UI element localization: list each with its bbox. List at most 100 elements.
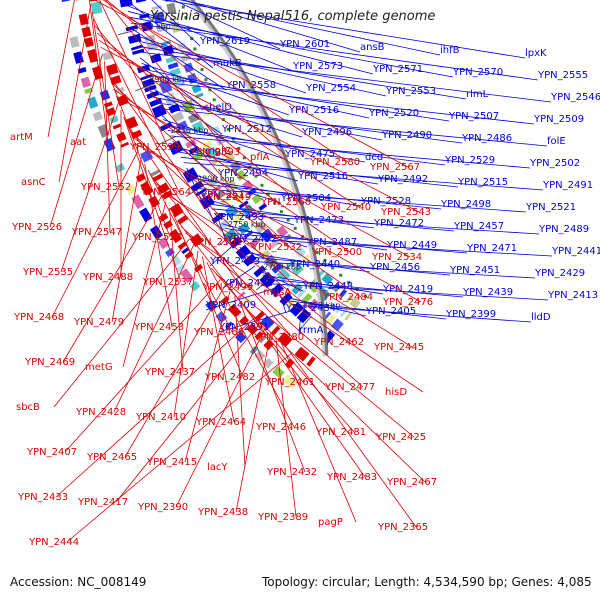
gene-block bbox=[87, 96, 99, 109]
reverse-gene-label: YPN_2433 bbox=[17, 492, 68, 503]
reverse-gene-label: metG bbox=[85, 362, 113, 373]
scale-tick-label: 2850 kbp bbox=[171, 126, 209, 135]
gene-block bbox=[216, 219, 231, 232]
reverse-gene-label: YPN_2500 bbox=[311, 247, 362, 258]
reverse-label-leader bbox=[124, 284, 226, 458]
gene-block bbox=[271, 262, 283, 274]
reverse-label-leader bbox=[115, 95, 411, 258]
reverse-label-leader bbox=[147, 169, 233, 333]
reverse-gene-label: YPN_2467 bbox=[386, 477, 437, 488]
gene-block bbox=[78, 13, 89, 26]
gene-block bbox=[307, 298, 321, 312]
reverse-gene-label: YPN_2407 bbox=[26, 447, 77, 458]
reverse-gene-label: YPN_2483 bbox=[326, 472, 377, 483]
scale-tick-mark bbox=[135, 83, 155, 92]
reverse-gene-label: YPN_2466 bbox=[193, 327, 244, 338]
reverse-label-leader bbox=[173, 214, 244, 378]
forward-label-leader bbox=[151, 0, 201, 47]
forward-label-leader bbox=[158, 108, 548, 147]
forward-gene-label: YPN_2471 bbox=[466, 243, 517, 254]
reverse-gene-label: YPN_2469 bbox=[24, 357, 75, 368]
forward-label-leader bbox=[149, 85, 223, 135]
reverse-label-leader bbox=[169, 208, 184, 373]
reverse-gene-label: sbcB bbox=[16, 402, 40, 413]
reverse-gene-label: YPN_2425 bbox=[375, 432, 426, 443]
forward-gene-label: YPN_2456 bbox=[369, 262, 420, 273]
forward-gene-label: YPN_2429 bbox=[534, 268, 585, 279]
reverse-label-leader bbox=[94, 25, 240, 198]
gene-block bbox=[251, 193, 263, 205]
gene-block bbox=[132, 48, 145, 56]
forward-gene-label: YPN_2494 bbox=[217, 168, 268, 179]
gene-block bbox=[156, 24, 168, 33]
reverse-label-leader bbox=[244, 306, 366, 478]
reverse-label-leader bbox=[249, 312, 426, 483]
forward-gene-label: YPN_2475 bbox=[284, 149, 335, 160]
forward-label-leader bbox=[228, 232, 468, 254]
forward-gene-label: lldD bbox=[531, 312, 551, 323]
forward-label-leader bbox=[247, 256, 451, 276]
gene-block bbox=[214, 133, 226, 146]
reverse-label-leader bbox=[93, 0, 409, 168]
gene-block bbox=[189, 281, 201, 292]
forward-gene-label: dcd bbox=[365, 152, 383, 163]
gene-block bbox=[322, 311, 332, 321]
ring-dot bbox=[266, 192, 270, 196]
gene-block bbox=[109, 115, 119, 124]
forward-gene-label: YPN_2423 bbox=[222, 278, 273, 289]
gene-block bbox=[131, 194, 145, 210]
reverse-gene-label: YPN_2465 bbox=[86, 452, 137, 463]
forward-label-leader bbox=[266, 279, 464, 298]
reverse-gene-label: YPN_2445 bbox=[373, 342, 424, 353]
forward-gene-label: YPN_2570 bbox=[452, 67, 503, 78]
reverse-gene-label: YPN_2432 bbox=[266, 467, 317, 478]
ring-dot bbox=[339, 273, 343, 277]
ring-dot bbox=[248, 165, 252, 169]
reverse-label-leader bbox=[55, 317, 256, 498]
forward-gene-label: YPN_2554 bbox=[305, 83, 356, 94]
gene-block bbox=[140, 149, 154, 163]
gene-block bbox=[81, 26, 92, 38]
reverse-gene-label: YPN_2540 bbox=[320, 202, 371, 213]
gene-block bbox=[169, 228, 183, 244]
forward-label-leader bbox=[205, 287, 276, 311]
forward-gene-label: YPN_2529 bbox=[444, 155, 495, 166]
gene-block bbox=[139, 207, 153, 223]
forward-gene-label: YPN_2515 bbox=[457, 177, 508, 188]
forward-gene-label: helD bbox=[209, 102, 232, 113]
gene-block bbox=[150, 169, 161, 177]
forward-label-leader bbox=[211, 208, 455, 232]
forward-label-leader bbox=[278, 292, 287, 314]
gene-block bbox=[297, 288, 307, 299]
forward-gene-label: YPN_2513 bbox=[200, 190, 251, 201]
gene-block bbox=[321, 273, 334, 286]
forward-gene-label: YPN_2409 bbox=[205, 300, 256, 311]
reverse-label-leader bbox=[184, 290, 231, 463]
forward-label-leader bbox=[180, 156, 459, 188]
forward-gene-label: YPN_2553 bbox=[385, 86, 436, 97]
forward-label-leader bbox=[133, 34, 307, 94]
reverse-label-leader bbox=[102, 0, 349, 163]
reverse-label-leader bbox=[235, 332, 271, 513]
gene-block bbox=[169, 67, 181, 77]
reverse-label-leader bbox=[158, 188, 413, 348]
forward-gene-label: folE bbox=[547, 136, 566, 147]
scale-tick-label: 2950 kbp bbox=[133, 22, 171, 31]
reverse-gene-label: YPN_2446 bbox=[255, 422, 306, 433]
forward-gene-label: ansB bbox=[360, 42, 385, 53]
gene-block bbox=[165, 55, 177, 64]
reverse-gene-label: YPN_2501 bbox=[191, 237, 242, 248]
ring-dot bbox=[364, 294, 368, 298]
map-title: Yersinia pestis Nepal516, complete genom… bbox=[150, 9, 436, 24]
gene-block bbox=[125, 116, 139, 130]
reverse-label-leader bbox=[115, 322, 261, 503]
reverse-label-leader bbox=[211, 267, 355, 433]
scale-tick-label: 2700 kbp bbox=[263, 262, 301, 271]
forward-gene-label: YPN_2463 bbox=[209, 256, 260, 267]
gene-block bbox=[255, 310, 266, 321]
reverse-gene-label: YPN_2461 bbox=[264, 377, 315, 388]
reverse-gene-label: YPN_2417 bbox=[77, 497, 128, 508]
gene-block bbox=[243, 230, 254, 239]
